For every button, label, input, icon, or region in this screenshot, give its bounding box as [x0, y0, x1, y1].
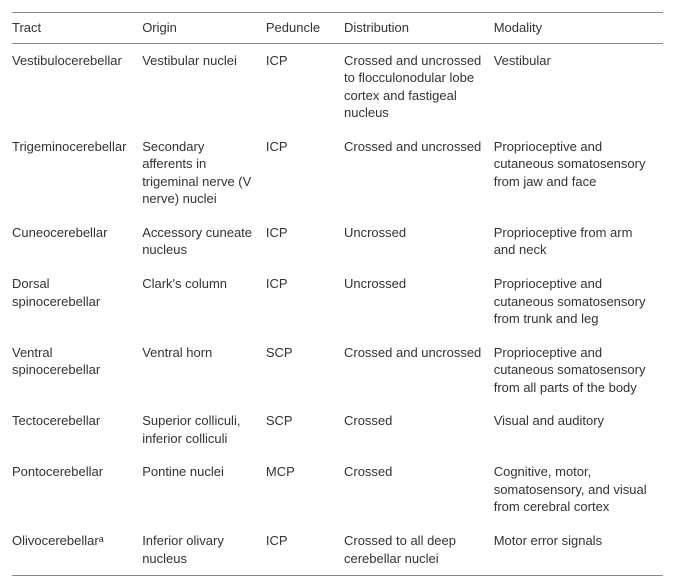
cell-distribution: Uncrossed: [344, 267, 494, 336]
cell-tract: Trigeminocerebellar: [12, 130, 142, 216]
cell-peduncle: ICP: [266, 130, 344, 216]
table-row: Dorsal spinocerebellar Clark's column IC…: [12, 267, 663, 336]
cell-peduncle: ICP: [266, 43, 344, 130]
cell-origin: Inferior olivary nucleus: [142, 524, 266, 576]
cell-modality: Vestibular: [494, 43, 663, 130]
col-header-origin: Origin: [142, 13, 266, 44]
cell-modality: Proprioceptive and cutaneous somatosenso…: [494, 267, 663, 336]
table-row: Trigeminocerebellar Secondary afferents …: [12, 130, 663, 216]
cell-tract: Olivocerebellarᵃ: [12, 524, 142, 576]
col-header-modality: Modality: [494, 13, 663, 44]
cell-tract: Vestibulocerebellar: [12, 43, 142, 130]
cell-peduncle: SCP: [266, 336, 344, 405]
col-header-peduncle: Peduncle: [266, 13, 344, 44]
cell-distribution: Crossed and uncrossed to flocculonodular…: [344, 43, 494, 130]
cell-distribution: Crossed: [344, 455, 494, 524]
table-row: Cuneocerebellar Accessory cuneate nucleu…: [12, 216, 663, 267]
cell-origin: Accessory cuneate nucleus: [142, 216, 266, 267]
cell-origin: Pontine nuclei: [142, 455, 266, 524]
cell-tract: Pontocerebellar: [12, 455, 142, 524]
cell-tract: Cuneocerebellar: [12, 216, 142, 267]
cell-origin: Secondary afferents in trigeminal nerve …: [142, 130, 266, 216]
cell-peduncle: MCP: [266, 455, 344, 524]
cell-distribution: Crossed to all deep cerebellar nuclei: [344, 524, 494, 576]
table-row: Tectocerebellar Superior colliculi, infe…: [12, 404, 663, 455]
cerebellar-tracts-table: Tract Origin Peduncle Distribution Modal…: [12, 12, 663, 576]
cell-origin: Superior colliculi, inferior colliculi: [142, 404, 266, 455]
table-row: Vestibulocerebellar Vestibular nuclei IC…: [12, 43, 663, 130]
cell-peduncle: ICP: [266, 524, 344, 576]
cell-distribution: Crossed and uncrossed: [344, 336, 494, 405]
cell-peduncle: ICP: [266, 216, 344, 267]
col-header-tract: Tract: [12, 13, 142, 44]
cell-modality: Cognitive, motor, somatosensory, and vis…: [494, 455, 663, 524]
cell-origin: Vestibular nuclei: [142, 43, 266, 130]
cell-peduncle: SCP: [266, 404, 344, 455]
cell-modality: Proprioceptive and cutaneous somatosenso…: [494, 336, 663, 405]
cell-modality: Motor error signals: [494, 524, 663, 576]
cell-modality: Proprioceptive from arm and neck: [494, 216, 663, 267]
cell-origin: Ventral horn: [142, 336, 266, 405]
cell-modality: Proprioceptive and cutaneous somatosenso…: [494, 130, 663, 216]
table-row: Olivocerebellarᵃ Inferior olivary nucleu…: [12, 524, 663, 576]
cell-distribution: Crossed: [344, 404, 494, 455]
col-header-distribution: Distribution: [344, 13, 494, 44]
cell-distribution: Crossed and uncrossed: [344, 130, 494, 216]
table-row: Pontocerebellar Pontine nuclei MCP Cross…: [12, 455, 663, 524]
cell-origin: Clark's column: [142, 267, 266, 336]
cell-tract: Dorsal spinocerebellar: [12, 267, 142, 336]
table-header-row: Tract Origin Peduncle Distribution Modal…: [12, 13, 663, 44]
cell-distribution: Uncrossed: [344, 216, 494, 267]
cell-modality: Visual and auditory: [494, 404, 663, 455]
cell-tract: Tectocerebellar: [12, 404, 142, 455]
table-row: Ventral spinocerebellar Ventral horn SCP…: [12, 336, 663, 405]
cell-tract: Ventral spinocerebellar: [12, 336, 142, 405]
table-body: Vestibulocerebellar Vestibular nuclei IC…: [12, 43, 663, 576]
cell-peduncle: ICP: [266, 267, 344, 336]
